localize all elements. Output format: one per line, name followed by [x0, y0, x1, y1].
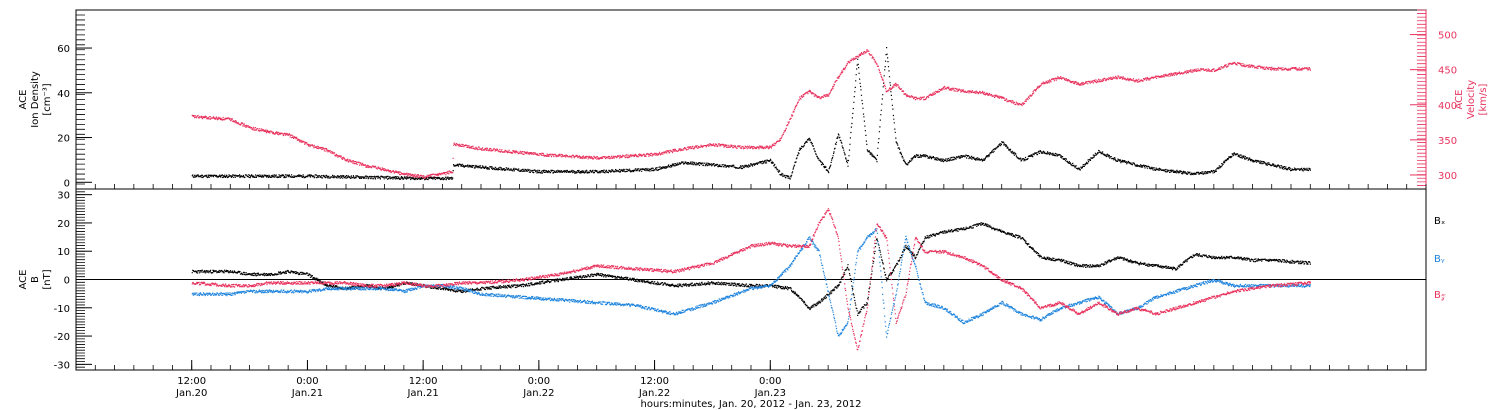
right-axis-label-line: ACE	[1454, 90, 1465, 110]
left-tick-label: 30	[57, 191, 70, 202]
x-tick-label-date: Jan.20	[175, 388, 207, 399]
legend-entry: B𝓏	[1434, 290, 1446, 301]
legend-entry: Bᵧ	[1434, 254, 1445, 265]
right-axis-label-line: Velocity	[1466, 80, 1477, 119]
left-axis-label-line: ACE	[18, 270, 29, 290]
left-tick-label: 60	[57, 44, 70, 55]
left-axis-label-line: Ion Density	[30, 71, 41, 128]
left-axis-label: ACE B [nT]	[18, 269, 53, 289]
series-black-points	[191, 222, 1312, 316]
x-tick-label-time: 12:00	[409, 376, 438, 387]
left-tick-label: 20	[57, 219, 70, 230]
x-tick-label-time: 0:00	[759, 376, 781, 387]
x-tick-label-date: Jan.22	[638, 388, 670, 399]
magnetic-field-panel: -30 -20 -10 0 10 20 30 ACE B [nT] Bₓ Bᵧ B𝓏	[18, 188, 1446, 371]
left-tick-label: 0	[64, 178, 70, 189]
left-tick-label: -10	[54, 304, 70, 315]
x-tick-label-time: 12:00	[640, 376, 669, 387]
left-tick-label: 0	[64, 276, 70, 287]
left-axis-label-line: [cm⁻³]	[42, 83, 53, 115]
x-tick-label-date: Jan.23	[754, 388, 786, 399]
legend-entry: Bₓ	[1434, 216, 1445, 227]
right-axis-label-line: [km/s]	[1478, 83, 1489, 115]
right-tick-label: 500	[1438, 31, 1457, 42]
left-minor-ticks	[76, 9, 85, 190]
x-tick-label-time: 0:00	[296, 376, 318, 387]
left-tick-label: -20	[54, 332, 70, 343]
left-tick-label: -30	[54, 360, 70, 371]
right-tick-label: 300	[1438, 171, 1457, 182]
series-left-points	[191, 47, 1312, 181]
right-tick-label: 400	[1438, 101, 1457, 112]
x-minor-ticks	[75, 184, 1427, 370]
x-axis: 12:00Jan.200:00Jan.2112:00Jan.210:00Jan.…	[75, 184, 1427, 410]
right-axis-label: ACE Velocity [km/s]	[1454, 80, 1489, 119]
left-axis-label: ACE Ion Density [cm⁻³]	[18, 71, 53, 128]
right-minor-ticks	[1417, 9, 1426, 190]
x-tick-label-time: 0:00	[528, 376, 550, 387]
left-minor-ticks	[76, 188, 85, 371]
x-tick-label-time: 12:00	[177, 376, 206, 387]
x-tick-label-date: Jan.21	[291, 388, 323, 399]
left-tick-label: 10	[57, 247, 70, 258]
x-tick-label-date: Jan.22	[522, 388, 554, 399]
left-axis-label-line: B	[30, 276, 41, 283]
series-right-points	[191, 49, 1312, 179]
left-tick-label: 20	[57, 134, 70, 145]
right-tick-label: 350	[1438, 136, 1457, 147]
right-tick-label: 450	[1438, 66, 1457, 77]
x-tick-label-date: Jan.21	[406, 388, 438, 399]
left-axis-label-line: [nT]	[42, 269, 53, 289]
left-axis-label-line: ACE	[18, 90, 29, 110]
x-axis-title: hours:minutes, Jan. 20, 2012 - Jan. 23, …	[641, 399, 862, 410]
left-tick-label: 40	[57, 89, 70, 100]
